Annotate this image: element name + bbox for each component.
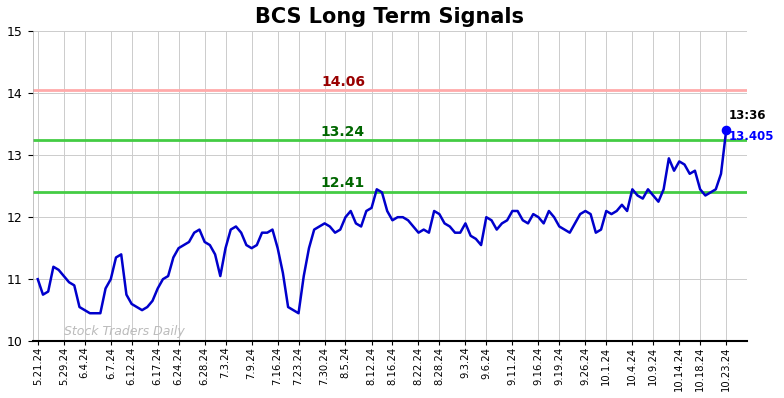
Text: 13:36: 13:36 [729,109,766,122]
Text: 14.06: 14.06 [321,75,365,89]
Text: Stock Traders Daily: Stock Traders Daily [64,325,184,338]
Text: 12.41: 12.41 [321,176,365,190]
Text: 13.405: 13.405 [729,130,775,143]
Point [720,127,732,133]
Text: 13.24: 13.24 [321,125,365,139]
Title: BCS Long Term Signals: BCS Long Term Signals [256,7,524,27]
